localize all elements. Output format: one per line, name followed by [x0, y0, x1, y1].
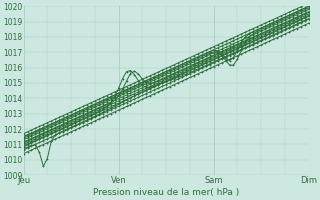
X-axis label: Pression niveau de la mer( hPa ): Pression niveau de la mer( hPa ) [93, 188, 239, 197]
